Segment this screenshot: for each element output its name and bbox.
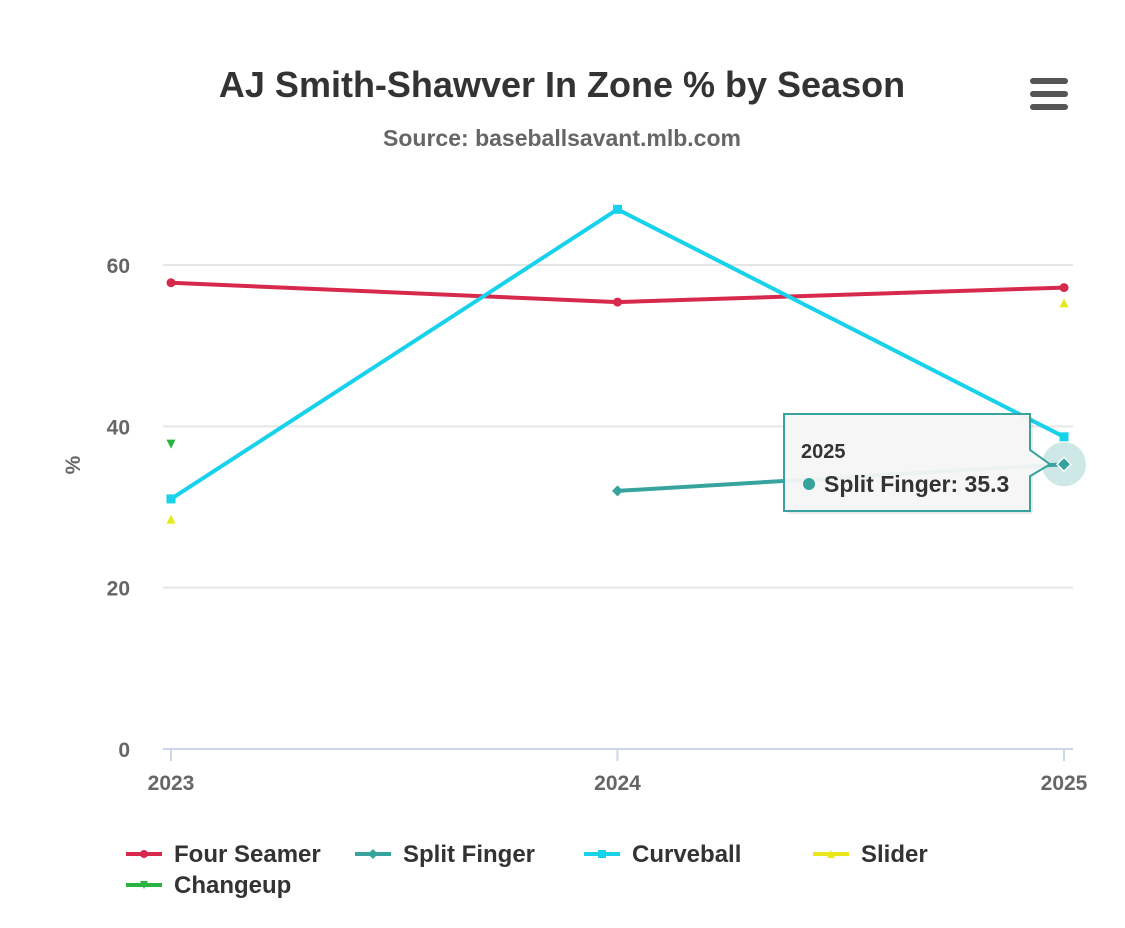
legend-marker [598,850,606,858]
data-point[interactable] [1059,298,1069,308]
hamburger-menu-icon[interactable] [1026,74,1072,114]
tooltip: 2025 Split Finger: 35.3 [783,413,1086,514]
legend-item-split-finger[interactable]: Split Finger [355,841,535,868]
chart-subtitle: Source: baseballsavant.mlb.com [383,125,741,151]
legend-marker [368,849,378,859]
y-axis-title: % [62,455,85,474]
y-tick-label: 40 [107,416,130,439]
legend-item-four-seamer[interactable]: Four Seamer [126,841,321,868]
legend: Four Seamer Split Finger Curveball Slider Ch… [126,841,928,899]
legend-marker [827,850,835,858]
tooltip-value: Split Finger: 35.3 [824,471,1009,497]
y-tick-label: 0 [118,739,130,762]
legend-label: Changeup [174,872,291,899]
legend-marker [140,881,148,889]
legend-marker [140,850,148,858]
hover-point[interactable] [1055,456,1073,473]
x-tick-label: 2023 [148,772,195,795]
data-point[interactable] [613,204,622,214]
tooltip-box [783,413,1052,512]
data-point[interactable] [166,278,176,288]
legend-label: Split Finger [403,841,535,868]
legend-item-slider[interactable]: Slider [813,841,928,868]
legend-item-changeup[interactable]: Changeup [126,872,291,899]
x-tick-label: 2024 [594,772,641,795]
data-point[interactable] [166,494,176,504]
series-changeup [166,439,176,449]
data-point[interactable] [166,439,176,449]
data-point[interactable] [1059,283,1069,293]
y-tick-label: 20 [107,578,130,601]
x-tick-label: 2025 [1041,772,1088,795]
legend-item-curveball[interactable]: Curveball [584,841,741,868]
y-axis: 0 20 40 60 [107,255,130,762]
series-four-seamer [166,278,1069,307]
data-point[interactable] [1059,432,1069,442]
legend-label: Curveball [632,841,741,868]
y-tick-label: 60 [107,255,130,278]
series-slider [166,298,1069,524]
series-curveball [166,204,1069,504]
legend-label: Four Seamer [174,841,321,868]
tooltip-header: 2025 [801,441,846,463]
legend-label: Slider [861,841,928,868]
data-point[interactable] [612,485,623,497]
x-axis: 2023 2024 2025 [148,748,1088,795]
tooltip-bullet [803,478,815,490]
data-point[interactable] [613,297,622,307]
chart-title: AJ Smith-Shawver In Zone % by Season [219,64,905,105]
data-point[interactable] [166,514,176,524]
